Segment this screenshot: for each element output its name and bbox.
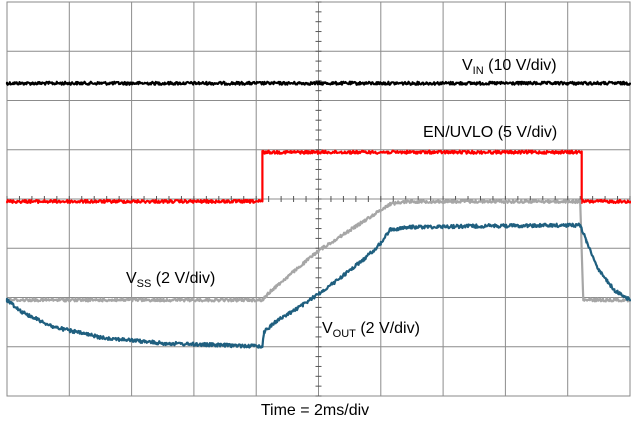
trace-label-1: EN/UVLO (5 V/div) <box>423 124 557 141</box>
trace-en-uvlo <box>5 149 631 204</box>
trace-labels: VIN (10 V/div) EN/UVLO (5 V/div) VSS (2 V/… <box>126 57 557 340</box>
traces <box>5 80 631 349</box>
trace-label-0: VIN (10 V/div) <box>462 57 557 77</box>
trace-label-2: VSS (2 V/div) <box>126 270 215 290</box>
trace-vin <box>5 80 631 86</box>
grid <box>6 1 631 397</box>
x-axis-label: Time = 2ms/div <box>261 402 369 419</box>
trace-vss <box>5 198 631 303</box>
trace-label-3: VOUT (2 V/div) <box>322 320 420 340</box>
trace-vout <box>5 222 631 349</box>
